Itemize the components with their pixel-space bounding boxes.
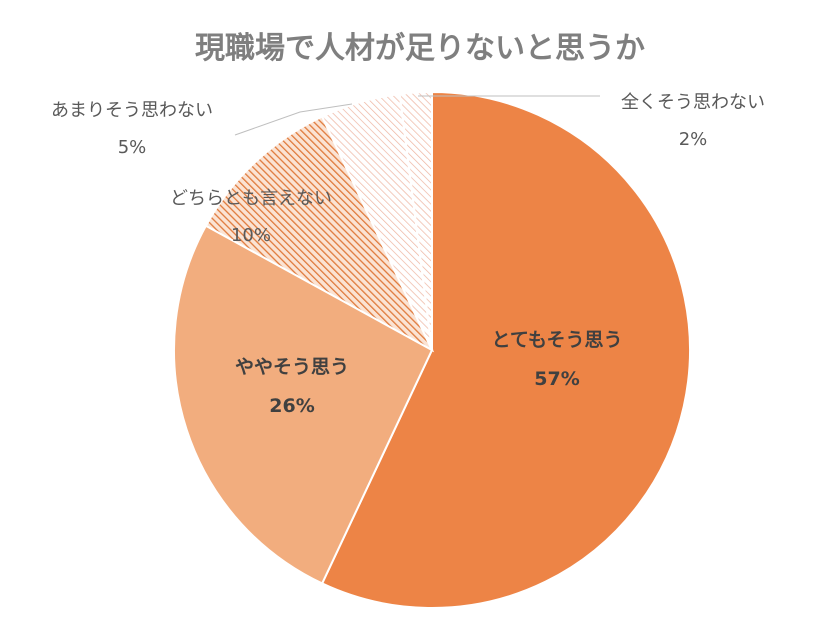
slice-label-strongly-agree: とてもそう思う: [491, 329, 622, 351]
leader-line-somewhat-disagree: [234, 103, 353, 136]
slice-value-neutral: 10%: [231, 225, 271, 246]
pie-slices: [173, 90, 691, 609]
chart-title: 現職場で人材が足りないと思うか: [195, 31, 645, 66]
slice-value-somewhat-disagree: 5%: [118, 137, 147, 158]
pie-slice-neutral: [204, 115, 435, 353]
slice-label-somewhat-disagree: あまりそう思わない: [51, 100, 213, 121]
slice-labels: とてもそう思う 57% ややそう思う 26% どちらとも言えない 10% あまりそう思わない…: [51, 92, 765, 417]
pie-slice-strongly-disagree: [398, 90, 433, 351]
pie-slice-strongly-agree: [320, 90, 691, 609]
slice-value-somewhat-agree: 26%: [269, 395, 314, 417]
slice-label-neutral: どちらとも言えない: [170, 188, 332, 209]
leader-lines: [234, 95, 600, 136]
slice-label-strongly-disagree: 全くそう思わない: [621, 92, 765, 113]
slice-value-strongly-disagree: 2%: [679, 129, 708, 150]
slice-label-somewhat-agree: ややそう思う: [235, 356, 349, 378]
slice-value-strongly-agree: 57%: [534, 368, 579, 390]
